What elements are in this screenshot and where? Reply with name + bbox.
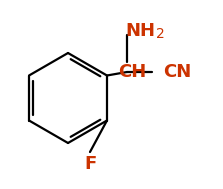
Text: CN: CN <box>163 63 191 81</box>
Text: CH: CH <box>118 63 146 81</box>
Text: 2: 2 <box>156 27 165 41</box>
Text: F: F <box>84 155 96 173</box>
Text: NH: NH <box>125 22 155 40</box>
